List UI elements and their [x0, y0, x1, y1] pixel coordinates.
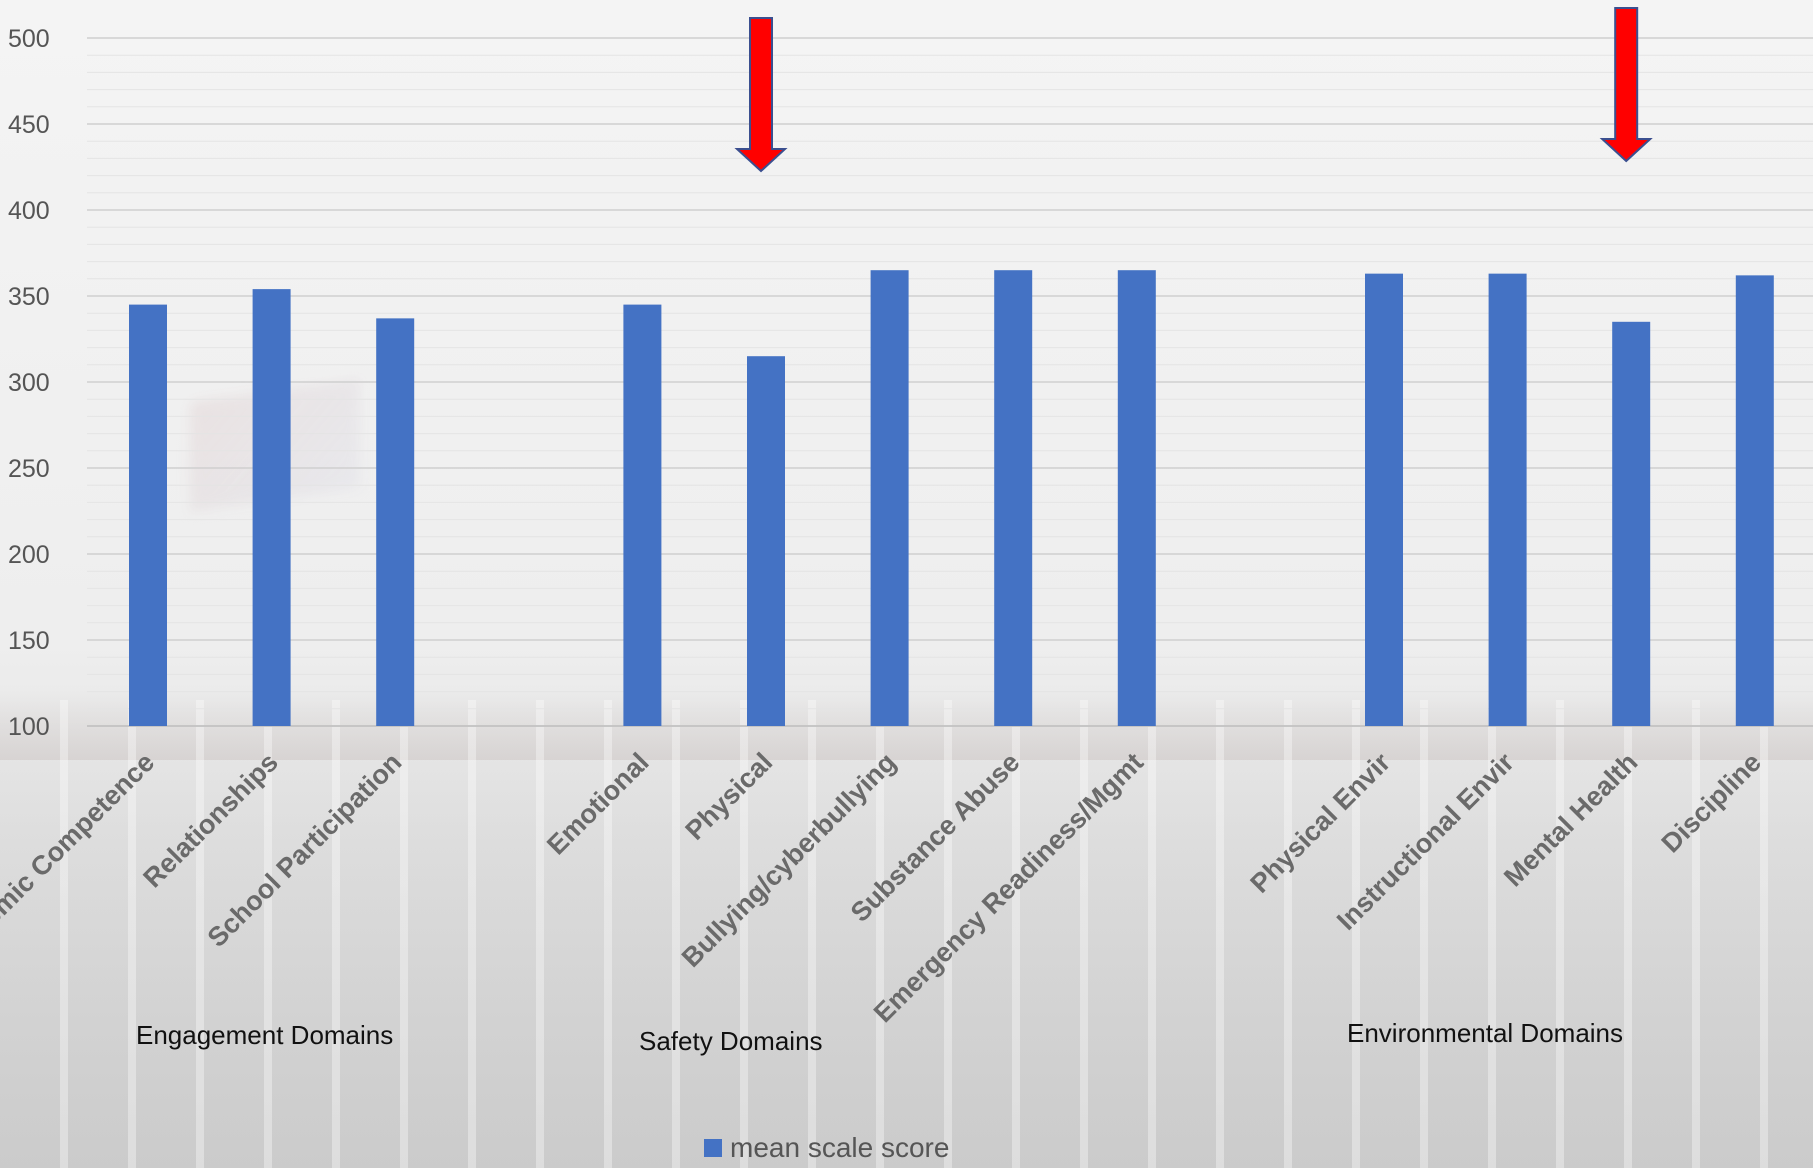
- category-label: Discipline: [1656, 747, 1767, 858]
- y-tick-label: 400: [8, 197, 50, 225]
- bar: [1612, 321, 1651, 726]
- y-tick-label: 450: [8, 111, 50, 139]
- gridlines: [87, 37, 1813, 727]
- y-tick-label: 200: [8, 541, 50, 569]
- group-label-safety: Safety Domains: [639, 1026, 823, 1056]
- category-label: Mental Health: [1498, 747, 1643, 892]
- bar: [129, 304, 167, 726]
- bar: [1488, 273, 1527, 726]
- category-label: Emotional: [541, 747, 655, 861]
- category-label: Academic Competence: [0, 747, 160, 978]
- y-tick-label: 300: [8, 369, 50, 397]
- group-label-environmental: Environmental Domains: [1347, 1018, 1624, 1048]
- bar: [623, 304, 662, 726]
- bars: [129, 270, 1774, 726]
- highlight-arrow: [734, 17, 788, 173]
- y-tick-label: 350: [8, 283, 50, 311]
- y-tick-label: 100: [8, 713, 50, 741]
- y-tick-label: 250: [8, 455, 50, 483]
- background-building: [0, 700, 1813, 1168]
- y-tick-label: 150: [8, 627, 50, 655]
- bar: [376, 318, 415, 726]
- legend-label: mean scale score: [730, 1132, 950, 1163]
- category-label: Physical: [680, 747, 779, 846]
- bar: [747, 356, 785, 726]
- bar: [994, 270, 1033, 726]
- y-axis-ticks: 100 150 200 250 300 350 400 450 500: [8, 25, 50, 741]
- legend-swatch: [704, 1139, 722, 1157]
- highlight-arrows: [734, 7, 1653, 173]
- bar: [1365, 273, 1403, 726]
- bar: [870, 270, 909, 726]
- bar: [1735, 275, 1774, 726]
- legend: mean scale score: [704, 1132, 950, 1163]
- category-label: Emergency Readiness/Mgmt: [868, 747, 1149, 1028]
- highlight-arrow: [1599, 7, 1653, 163]
- group-label-engagement: Engagement Domains: [136, 1020, 394, 1050]
- y-tick-label: 500: [8, 25, 50, 53]
- bar: [252, 289, 291, 726]
- category-label: Bullying/cyberbullying: [676, 747, 902, 973]
- bar: [1117, 270, 1156, 726]
